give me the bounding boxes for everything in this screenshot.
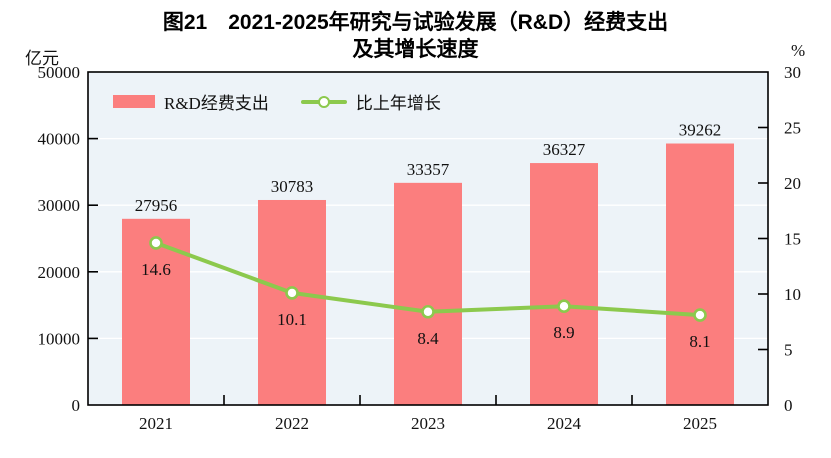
- line-legend-marker: [317, 95, 330, 108]
- x-axis-label: 2023: [411, 414, 445, 433]
- chart-title-line2: 及其增长速度: [352, 38, 479, 61]
- bar-legend-label: R&D经费支出: [164, 94, 269, 113]
- line-legend-symbol: [300, 95, 347, 108]
- growth-value-label: 8.4: [417, 329, 439, 348]
- growth-value-label: 14.6: [141, 260, 171, 279]
- right-axis-tick-label: 25: [784, 119, 801, 138]
- bar-value-label: 33357: [407, 160, 450, 179]
- plot-border: [87, 71, 769, 406]
- bar-value-label: 27956: [135, 196, 178, 215]
- x-axis-label: 2025: [683, 414, 717, 433]
- growth-marker-2021: [149, 236, 163, 250]
- left-axis-tick-label: 40000: [38, 130, 81, 149]
- bar-2024: [530, 163, 598, 405]
- growth-marker-2025: [693, 308, 707, 322]
- bar-legend-swatch: [113, 95, 155, 108]
- left-axis-tick-label: 30000: [38, 196, 81, 215]
- growth-value-label: 10.1: [277, 310, 307, 329]
- left-axis-tick-label: 50000: [38, 63, 81, 82]
- legend: R&D经费支出 比上年增长: [113, 89, 441, 114]
- bar-value-label: 39262: [679, 121, 722, 140]
- bar-value-label: 36327: [543, 140, 586, 159]
- right-axis-tick-label: 15: [784, 230, 801, 249]
- growth-marker-2023: [421, 304, 435, 319]
- chart-title: 图21 2021-2025年研究与试验发展（R&D）经费支出 及其增长速度: [0, 9, 831, 63]
- bar-value-label: 30783: [271, 177, 314, 196]
- right-axis-tick-label: 0: [784, 396, 793, 415]
- growth-value-label: 8.1: [689, 332, 710, 351]
- right-axis-tick-label: 20: [784, 174, 801, 193]
- right-axis-tick-label: 10: [784, 285, 801, 304]
- right-axis-tick-label: 30: [784, 63, 801, 82]
- legend-item-line: 比上年增长: [300, 89, 441, 114]
- growth-marker-2022: [285, 286, 299, 300]
- bar-2023: [394, 182, 462, 405]
- line-legend-label: 比上年增长: [355, 94, 441, 113]
- legend-item-bar: R&D经费支出: [113, 89, 269, 114]
- x-axis-label: 2021: [139, 414, 173, 433]
- bar-2022: [258, 199, 326, 405]
- x-axis-label: 2024: [547, 414, 582, 433]
- left-axis-tick-label: 10000: [38, 329, 81, 348]
- chart-title-line1: 图21 2021-2025年研究与试验发展（R&D）经费支出: [162, 11, 669, 34]
- growth-marker-2024: [557, 299, 571, 314]
- bar-2025: [666, 143, 734, 405]
- x-axis-label: 2022: [275, 414, 309, 433]
- right-axis-tick-label: 5: [784, 341, 793, 360]
- left-axis-tick-label: 0: [72, 396, 81, 415]
- growth-value-label: 8.9: [553, 323, 574, 342]
- left-axis-tick-label: 20000: [38, 263, 81, 282]
- right-axis-unit: %: [791, 41, 806, 60]
- left-axis-unit: 亿元: [25, 49, 59, 68]
